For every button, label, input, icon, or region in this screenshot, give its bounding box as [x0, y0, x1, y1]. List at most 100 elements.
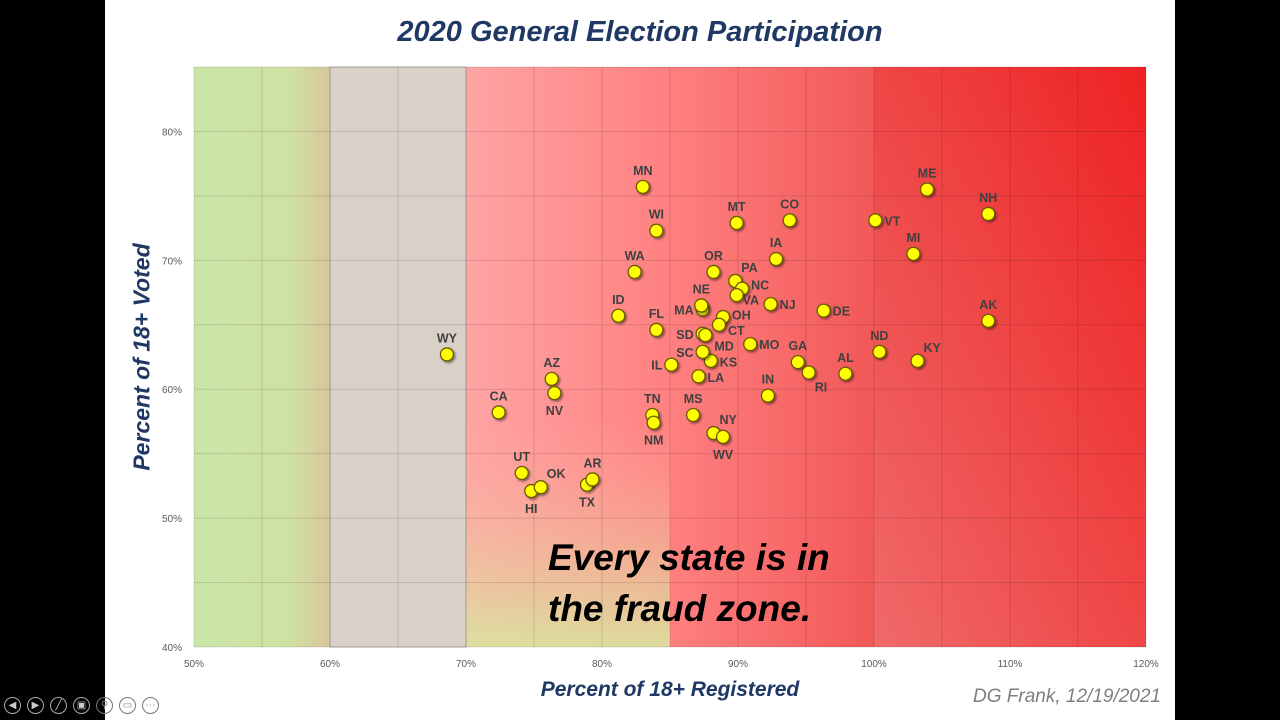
point-ne: NE — [693, 282, 710, 313]
data-point-label: NC — [751, 278, 769, 292]
data-point-label: ME — [918, 166, 937, 180]
subtitles-icon[interactable]: ▭ — [119, 697, 136, 714]
data-point-label: WY — [437, 331, 458, 345]
point-mo: MO — [743, 336, 780, 352]
x-tick-label: 70% — [456, 659, 476, 670]
point-nd: ND — [870, 329, 888, 359]
point-or: OR — [704, 249, 723, 280]
data-point-marker — [919, 182, 935, 197]
data-point-label: TX — [579, 496, 596, 510]
data-point-label: NV — [546, 404, 564, 418]
chart-title: 2020 General Election Participation — [397, 16, 883, 48]
point-va: VA — [729, 287, 759, 307]
y-tick-label: 60% — [162, 385, 182, 396]
data-point-label: MI — [906, 231, 920, 245]
data-point-marker — [547, 385, 562, 401]
point-de: DE — [816, 303, 850, 319]
data-point-marker — [649, 322, 664, 338]
data-point-marker — [910, 353, 925, 369]
data-point-marker — [585, 472, 600, 487]
data-point-marker — [706, 264, 721, 280]
data-point-marker — [816, 303, 831, 318]
data-point-label: CO — [780, 197, 799, 211]
data-point-marker — [491, 405, 506, 420]
x-tick-label: 110% — [998, 659, 1023, 670]
point-wi: WI — [649, 208, 664, 238]
point-ct: CT — [711, 317, 745, 338]
data-point-label: MD — [714, 339, 733, 353]
data-point-label: MA — [674, 303, 693, 317]
data-point-marker — [763, 297, 778, 312]
presentation-toolbar: ◀ ▶ ╱ ▣ ⚲ ▭ ⋯ — [4, 697, 159, 714]
point-ca: CA — [490, 389, 508, 420]
data-point-label: VA — [743, 293, 759, 307]
data-point-marker — [872, 344, 887, 359]
data-point-label: IL — [651, 359, 662, 373]
previous-icon[interactable]: ◀ — [4, 697, 21, 714]
annotation: Every state is in the fraud zone. — [548, 532, 830, 634]
data-point-label: AL — [837, 351, 854, 365]
data-point-label: NH — [979, 191, 997, 205]
data-point-marker — [801, 365, 816, 380]
data-point-label: FL — [649, 307, 665, 321]
data-point-label: OH — [732, 309, 751, 323]
zoom-icon[interactable]: ⚲ — [96, 697, 113, 714]
data-point-label: AZ — [543, 356, 560, 370]
point-fl: FL — [649, 307, 665, 338]
y-tick-label: 40% — [162, 643, 182, 654]
data-point-label: IA — [770, 236, 783, 250]
pen-icon[interactable]: ╱ — [50, 697, 67, 714]
data-point-label: TN — [644, 392, 661, 406]
point-id: ID — [611, 293, 626, 323]
data-point-label: NJ — [780, 298, 796, 312]
data-point-label: WI — [649, 208, 664, 222]
point-ia: IA — [768, 236, 784, 267]
data-point-label: AK — [979, 298, 997, 312]
data-point-label: ND — [870, 329, 888, 343]
point-ky: KY — [910, 341, 942, 369]
x-tick-label: 80% — [592, 659, 612, 670]
data-point-label: VT — [884, 214, 900, 228]
y-axis-label: Percent of 18+ Voted — [128, 243, 155, 471]
more-icon[interactable]: ⋯ — [142, 697, 159, 714]
point-az: AZ — [543, 356, 560, 387]
point-ga: GA — [788, 339, 807, 370]
data-point-label: MO — [759, 338, 779, 352]
point-in: IN — [760, 373, 776, 403]
point-nm: NM — [644, 415, 663, 448]
data-point-marker — [649, 223, 664, 238]
data-point-marker — [906, 246, 921, 262]
data-point-marker — [611, 308, 626, 323]
point-al: AL — [837, 351, 854, 381]
data-point-marker — [981, 313, 996, 329]
annotation-line: the fraud zone. — [548, 588, 812, 629]
point-mn: MN — [633, 164, 653, 195]
data-point-label: DE — [833, 305, 850, 319]
point-co: CO — [780, 197, 799, 228]
zone-red-bottom-tint — [466, 67, 670, 647]
next-icon[interactable]: ▶ — [27, 697, 44, 714]
point-ks: KS — [703, 353, 737, 369]
data-point-marker — [627, 264, 642, 280]
data-point-label: CT — [728, 324, 745, 338]
zone-gray-border — [329, 66, 467, 648]
data-point-label: WV — [713, 448, 734, 462]
data-point-label: MS — [684, 392, 703, 406]
y-tick-label: 80% — [162, 127, 182, 138]
data-point-marker — [691, 369, 706, 384]
x-tick-label: 120% — [1133, 659, 1159, 670]
data-point-marker — [729, 215, 744, 231]
data-point-marker — [635, 179, 650, 195]
point-md: MD — [698, 327, 734, 353]
point-sc: SC — [676, 344, 710, 360]
data-point-label: HI — [525, 502, 538, 516]
slides-icon[interactable]: ▣ — [73, 697, 90, 714]
point-wa: WA — [625, 249, 645, 280]
data-point-label: ID — [612, 293, 625, 307]
point-il: IL — [651, 357, 679, 373]
data-point-label: NM — [644, 434, 663, 448]
point-wy: WY — [437, 331, 458, 362]
data-point-label: SC — [676, 346, 693, 360]
data-point-label: CA — [490, 389, 508, 403]
data-point-label: UT — [513, 450, 530, 464]
